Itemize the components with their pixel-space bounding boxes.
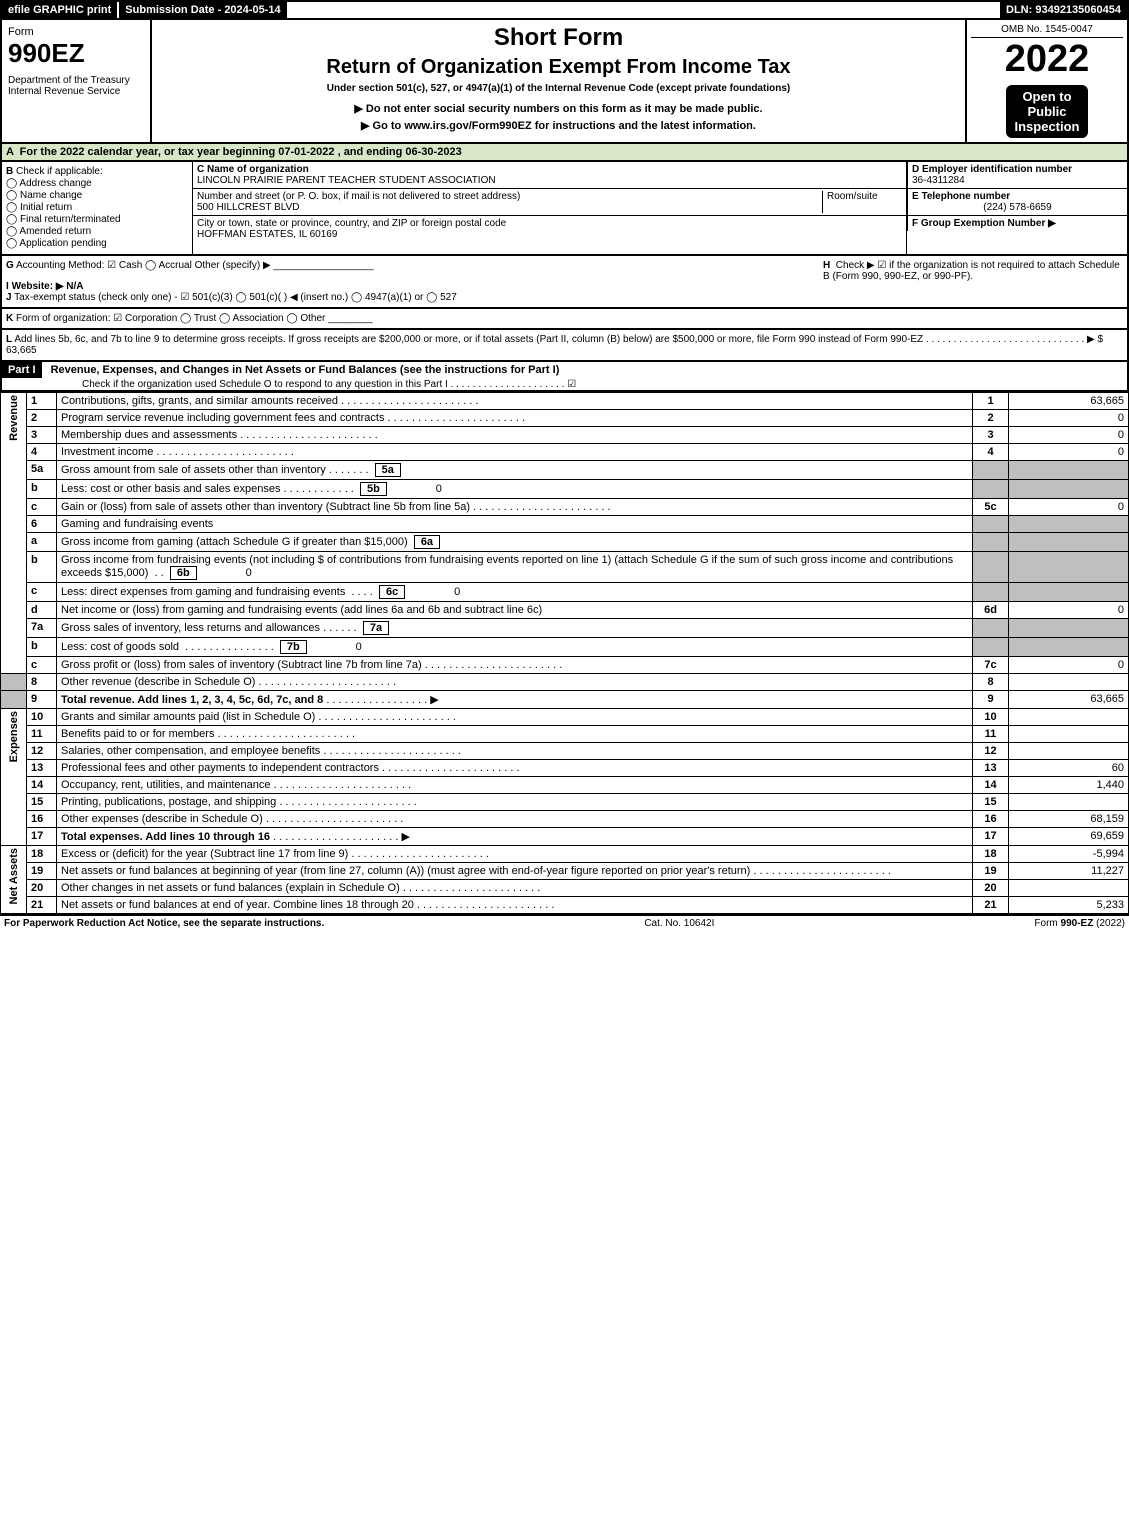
short-form-title: Short Form	[162, 24, 955, 52]
footer-cat: Cat. No. 10642I	[644, 918, 714, 929]
section-a: A For the 2022 calendar year, or tax yea…	[0, 144, 1129, 162]
subtitle: Under section 501(c), 527, or 4947(a)(1)…	[162, 83, 955, 94]
footer-right: Form 990-EZ (2022)	[1034, 918, 1125, 929]
efile-label: efile GRAPHIC print	[2, 2, 117, 18]
org-address: 500 HILLCREST BLVD	[197, 202, 299, 213]
section-g-h-i: H Check ▶ ☑ if the organization is not r…	[0, 256, 1129, 309]
tax-exempt-status: Tax-exempt status (check only one) - ☑ 5…	[14, 292, 457, 303]
main-title: Return of Organization Exempt From Incom…	[162, 56, 955, 79]
footer-left: For Paperwork Reduction Act Notice, see …	[4, 918, 324, 929]
warning-ssn: ▶ Do not enter social security numbers o…	[162, 102, 955, 115]
chk-name-change[interactable]: ◯ Name change	[6, 190, 188, 201]
chk-final-return[interactable]: ◯ Final return/terminated	[6, 214, 188, 225]
section-k: K Form of organization: ☑ Corporation ◯ …	[0, 309, 1129, 330]
chk-initial-return[interactable]: ◯ Initial return	[6, 202, 188, 213]
chk-amended-return[interactable]: ◯ Amended return	[6, 226, 188, 237]
chk-application-pending[interactable]: ◯ Application pending	[6, 238, 188, 249]
form-header: Form 990EZ Department of the Treasury In…	[0, 20, 1129, 144]
dept-label: Department of the Treasury Internal Reve…	[8, 75, 144, 97]
inspection-badge: Open to Public Inspection	[1006, 85, 1087, 138]
section-b: B Check if applicable: ◯ Address change …	[2, 162, 192, 254]
tax-year: 2022	[971, 38, 1123, 81]
group-exemption: F Group Exemption Number ▶	[912, 218, 1056, 229]
form-label: Form	[8, 26, 34, 38]
section-l: L Add lines 5b, 6c, and 7b to line 9 to …	[0, 330, 1129, 362]
accounting-method: Accounting Method: ☑ Cash ◯ Accrual Othe…	[16, 260, 271, 271]
org-name: LINCOLN PRAIRIE PARENT TEACHER STUDENT A…	[197, 175, 496, 186]
top-bar: efile GRAPHIC print Submission Date - 20…	[0, 0, 1129, 20]
lines-table: Revenue 1Contributions, gifts, grants, a…	[0, 392, 1129, 914]
chk-address-change[interactable]: ◯ Address change	[6, 178, 188, 189]
section-b-c-d: B Check if applicable: ◯ Address change …	[0, 162, 1129, 256]
website: Website: ▶ N/A	[12, 281, 84, 292]
ein: 36-4311284	[912, 175, 965, 186]
org-city: HOFFMAN ESTATES, IL 60169	[197, 229, 337, 240]
warning-link: ▶ Go to www.irs.gov/Form990EZ for instru…	[162, 119, 955, 132]
omb-number: OMB No. 1545-0047	[971, 24, 1123, 38]
form-number: 990EZ	[8, 38, 85, 68]
section-h: H Check ▶ ☑ if the organization is not r…	[823, 260, 1123, 282]
dln: DLN: 93492135060454	[1000, 2, 1127, 18]
telephone: (224) 578-6659	[912, 202, 1123, 213]
submission-date: Submission Date - 2024-05-14	[117, 2, 286, 18]
footer: For Paperwork Reduction Act Notice, see …	[0, 914, 1129, 931]
part-i-header: Part I Revenue, Expenses, and Changes in…	[0, 362, 1129, 392]
